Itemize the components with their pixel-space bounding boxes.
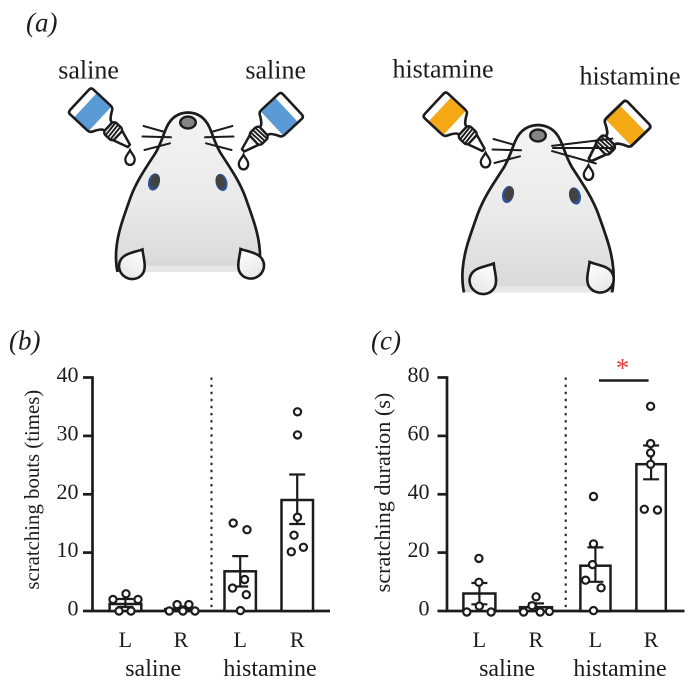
- svg-text:scratching duration (s): scratching duration (s): [370, 393, 395, 593]
- svg-text:20: 20: [57, 479, 79, 504]
- svg-text:L: L: [589, 627, 602, 652]
- svg-text:L: L: [473, 627, 486, 652]
- svg-text:20: 20: [408, 537, 430, 562]
- svg-text:saline: saline: [479, 656, 535, 682]
- svg-text:L: L: [119, 627, 132, 652]
- svg-text:10: 10: [57, 537, 79, 562]
- svg-text:R: R: [529, 627, 544, 652]
- svg-text:60: 60: [408, 420, 430, 445]
- svg-text:(b): (b): [9, 326, 40, 356]
- svg-text:R: R: [174, 627, 189, 652]
- svg-text:saline: saline: [58, 56, 119, 85]
- svg-text:40: 40: [408, 479, 430, 504]
- svg-text:scratching bouts (times): scratching bouts (times): [21, 390, 44, 590]
- svg-text:R: R: [644, 627, 659, 652]
- svg-text:histamine: histamine: [573, 656, 666, 682]
- svg-text:40: 40: [57, 362, 79, 387]
- svg-text:L: L: [233, 627, 246, 652]
- svg-text:saline: saline: [125, 656, 181, 682]
- svg-text:histamine: histamine: [579, 61, 680, 90]
- svg-text:0: 0: [419, 596, 430, 621]
- svg-text:saline: saline: [245, 56, 306, 85]
- svg-text:histamine: histamine: [223, 656, 316, 682]
- svg-text:(c): (c): [371, 326, 401, 356]
- svg-text:(a): (a): [26, 8, 58, 38]
- svg-text:0: 0: [68, 596, 79, 621]
- svg-text:R: R: [290, 627, 305, 652]
- svg-text:80: 80: [408, 362, 430, 387]
- svg-text:*: *: [616, 353, 630, 383]
- svg-text:30: 30: [57, 420, 79, 445]
- svg-text:histamine: histamine: [392, 54, 493, 83]
